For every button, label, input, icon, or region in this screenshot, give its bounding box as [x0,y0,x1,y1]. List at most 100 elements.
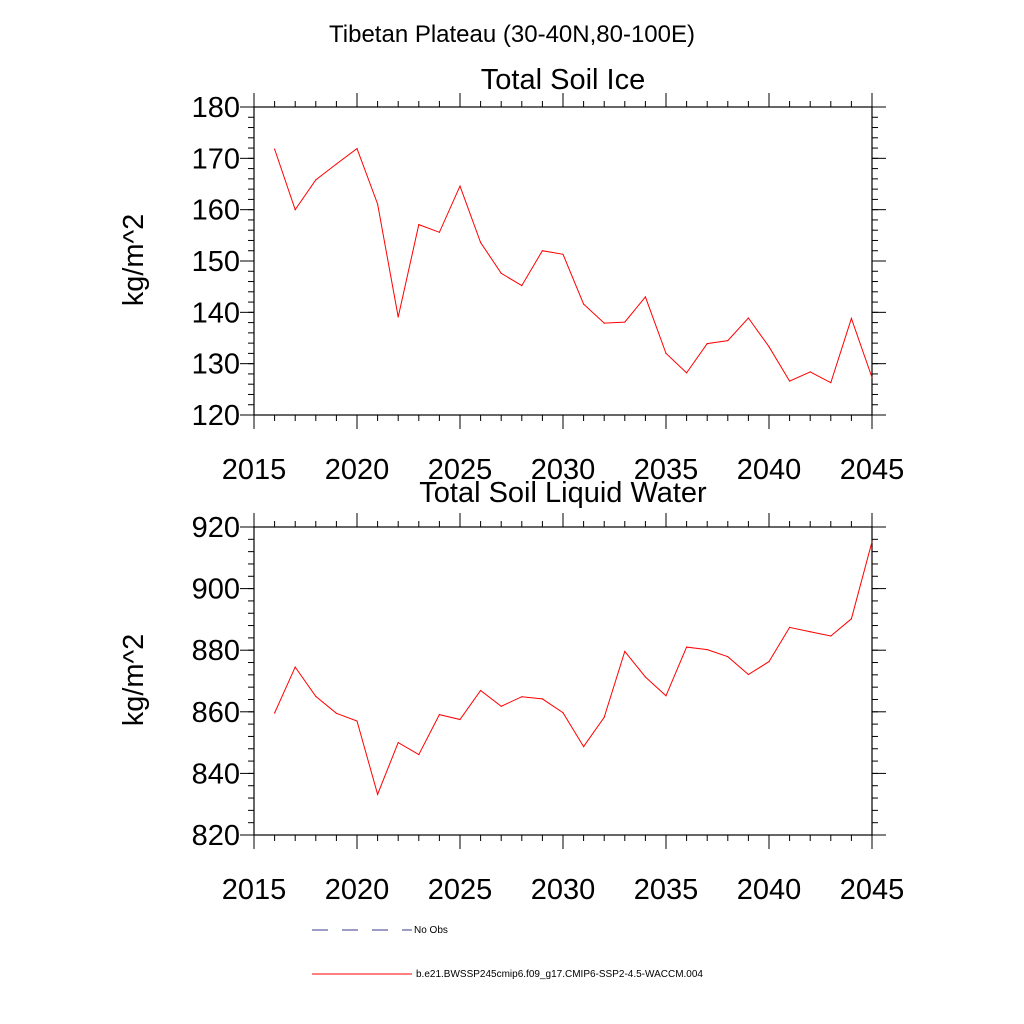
data-point [315,179,317,181]
x-tick-label: 2020 [325,874,390,906]
y-tick-label: 920 [192,512,240,544]
y-tick-label: 880 [192,635,240,667]
data-point [583,746,585,748]
data-point [315,695,317,698]
y-tick-label: 820 [192,820,240,852]
y-tick-label: 120 [192,400,240,432]
x-tick-label: 2040 [737,874,802,906]
legend: No Obs b.e21.BWSSP245cmip6.f09_g17.CMIP6… [312,925,703,980]
data-point [665,695,667,697]
plot-frame [253,106,873,416]
data-point [294,209,296,211]
panel-total-soil-ice: Total Soil Ice kg/m^2 120 130 140 150 160 170… [118,64,904,486]
data-point [686,372,688,374]
x-tick-label: 2045 [840,874,905,906]
data-point [562,712,564,714]
x-tick-label: 2035 [634,454,699,486]
x-tick-label: 2015 [222,874,287,906]
x-tick-label: 2025 [428,874,493,906]
data-point [789,626,791,629]
x-tick-label: 2015 [222,454,287,486]
data-point [747,317,750,319]
data-point [335,712,337,714]
y-tick-label: 900 [192,574,240,606]
data-point [377,203,379,205]
data-point [500,272,502,274]
data-point [706,648,708,651]
data-point [727,339,729,342]
panel-total-soil-liquid-water: Total Soil Liquid Water kg/m^2 820 840 860… [118,477,904,906]
y-axis-label: kg/m^2 [118,634,150,727]
y-tick-label: 170 [192,143,240,175]
panel-title: Total Soil Liquid Water [419,477,707,509]
series-line [274,541,873,796]
data-point [644,676,647,678]
data-point [830,635,832,637]
data-point [521,696,523,698]
x-tick-label: 2045 [840,454,905,486]
data-point [768,346,770,348]
data-point [418,223,420,226]
data-point [438,231,440,233]
x-tick-label: 2040 [737,454,802,486]
legend-model-label: b.e21.BWSSP245cmip6.f09_g17.CMIP6-SSP2-4… [416,969,703,980]
x-tick-label: 2030 [531,874,596,906]
data-point [335,163,337,165]
data-point [809,371,811,373]
data-point [665,352,667,354]
legend-obs-label: No Obs [414,925,448,936]
y-tick-label: 840 [192,758,240,790]
y-tick-label: 140 [192,297,240,329]
data-point [294,666,296,668]
y-tick-label: 860 [192,697,240,729]
data-point [727,656,729,658]
data-point [377,793,379,795]
figure-title: Tibetan Plateau (30-40N,80-100E) [329,21,695,48]
data-point [603,322,605,324]
data-point [562,253,564,255]
panel-title: Total Soil Ice [481,64,645,96]
data-point [541,250,544,252]
x-tick-label: 2020 [325,454,390,486]
data-point [356,720,358,722]
data-point [624,321,626,323]
data-point [480,689,482,692]
data-point [459,185,461,187]
data-point [768,660,770,663]
data-point [830,382,832,384]
data-point [871,376,873,379]
series-line [274,147,873,384]
data-point [500,705,502,707]
y-tick-label: 160 [192,195,240,227]
y-axis-label: kg/m^2 [118,214,150,307]
data-point [459,718,461,721]
y-tick-label: 180 [192,92,240,124]
data-point [624,650,626,653]
y-tick-label: 130 [192,349,240,381]
data-point [706,343,708,345]
x-tick-label: 2025 [428,454,493,486]
plot-frame [253,526,873,836]
data-point [438,713,440,716]
data-point [521,285,523,287]
data-point [850,618,853,620]
x-tick-label: 2035 [634,874,699,906]
data-point [644,296,647,298]
data-point [356,147,358,150]
data-point [397,742,399,744]
data-point [603,716,605,718]
data-point [418,754,420,756]
data-point [480,241,482,244]
data-point [850,317,853,320]
data-point [583,303,585,305]
data-point [789,380,791,382]
data-point [871,541,873,543]
data-point [541,698,544,700]
data-point [397,316,399,318]
data-point [809,631,811,633]
x-tick-label: 2030 [531,454,596,486]
data-point [274,712,276,714]
y-tick-label: 150 [192,246,240,278]
data-point [686,646,688,648]
